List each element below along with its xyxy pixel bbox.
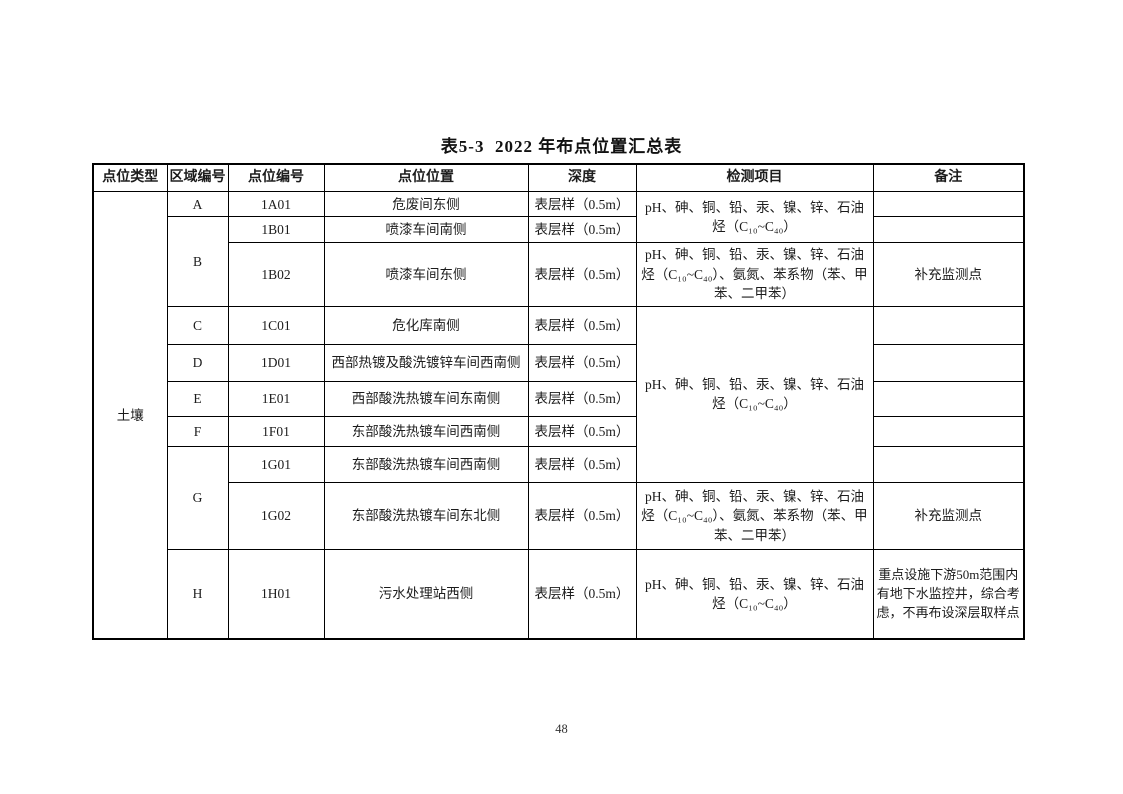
cell-detection-basic: pH、砷、铜、铅、汞、镍、锌、石油烃（C₁₀~C₄₀） <box>635 191 874 244</box>
cell-location: 喷漆车间南侧 <box>323 216 529 244</box>
cell-depth: 表层样（0.5m） <box>527 548 637 640</box>
table-row-1d01: D 1D01 西部热镀及酸洗镀锌车间西南侧 表层样（0.5m） <box>93 343 1025 382</box>
page-number: 48 <box>555 722 568 736</box>
cell-area-a: A <box>166 191 229 218</box>
cell-remark <box>872 305 1025 345</box>
cell-remark-h: 重点设施下游50m范围内有地下水监控井，综合考虑，不再布设深层取样点 <box>872 548 1025 640</box>
cell-area-h: H <box>166 548 229 640</box>
table-row-1h01: H 1H01 污水处理站西侧 表层样（0.5m） pH、砷、铜、铅、汞、镍、锌、… <box>93 548 1025 640</box>
cell-point-type: 土壤 <box>92 191 168 640</box>
cell-point-id: 1H01 <box>227 548 325 640</box>
table-row-1e01: E 1E01 西部酸洗热镀车间东南侧 表层样（0.5m） <box>93 380 1025 417</box>
col-header-remark: 备注 <box>872 163 1025 193</box>
monitoring-points-table: 点位类型 区域编号 点位编号 点位位置 深度 检测项目 备注 土壤 A 1A01… <box>92 163 1025 641</box>
cell-point-id: 1F01 <box>227 415 325 447</box>
cell-depth: 表层样（0.5m） <box>527 445 637 483</box>
cell-location: 东部酸洗热镀车间西南侧 <box>323 445 529 483</box>
cell-detection-basic: pH、砷、铜、铅、汞、镍、锌、石油烃（C₁₀~C₄₀） <box>635 305 874 483</box>
cell-location: 东部酸洗热镀车间西南侧 <box>323 415 529 447</box>
table-row-1g02: 1G02 东部酸洗热镀车间东北侧 表层样（0.5m） pH、砷、铜、铅、汞、镍、… <box>93 481 1025 550</box>
cell-depth: 表层样（0.5m） <box>527 242 637 307</box>
cell-area-d: D <box>166 343 229 382</box>
col-header-depth: 深度 <box>527 163 637 193</box>
header-row: 点位类型 区域编号 点位编号 点位位置 深度 检测项目 备注 <box>92 163 1025 193</box>
col-header-area-id: 区域编号 <box>166 163 229 193</box>
cell-depth: 表层样（0.5m） <box>527 415 637 447</box>
cell-location: 危废间东侧 <box>323 191 529 218</box>
cell-area-f: F <box>166 415 229 447</box>
cell-remark <box>872 415 1025 447</box>
table-row-1g01: G 1G01 东部酸洗热镀车间西南侧 表层样（0.5m） <box>93 445 1025 550</box>
table-row-1c01: C 1C01 危化库南侧 表层样（0.5m） pH、砷、铜、铅、汞、镍、锌、石油… <box>93 305 1025 483</box>
table-row-1a01: 土壤 A 1A01 危废间东侧 表层样（0.5m） pH、砷、铜、铅、汞、镍、锌… <box>92 191 1025 640</box>
cell-location: 东部酸洗热镀车间东北侧 <box>323 481 529 550</box>
col-header-point-id: 点位编号 <box>227 163 325 193</box>
cell-remark <box>872 380 1025 417</box>
cell-remark-supplement: 补充监测点 <box>872 481 1025 550</box>
cell-point-id: 1C01 <box>227 305 325 345</box>
cell-depth: 表层样（0.5m） <box>527 481 637 550</box>
cell-location: 污水处理站西侧 <box>323 548 529 640</box>
cell-point-id: 1G01 <box>227 445 325 483</box>
cell-location: 危化库南侧 <box>323 305 529 345</box>
cell-depth: 表层样（0.5m） <box>527 343 637 382</box>
cell-depth: 表层样（0.5m） <box>527 305 637 345</box>
cell-area-g: G <box>166 445 229 550</box>
cell-point-id: 1E01 <box>227 380 325 417</box>
cell-area-c: C <box>166 305 229 345</box>
cell-remark-supplement: 补充监测点 <box>872 242 1025 307</box>
cell-location: 喷漆车间东侧 <box>323 242 529 307</box>
cell-depth: 表层样（0.5m） <box>527 191 637 218</box>
cell-detection-extended: pH、砷、铜、铅、汞、镍、锌、石油烃（C₁₀~C₄₀）、氨氮、苯系物（苯、甲苯、… <box>635 481 874 550</box>
cell-point-id: 1A01 <box>227 191 325 218</box>
cell-remark <box>872 191 1025 218</box>
cell-point-id: 1D01 <box>227 343 325 382</box>
cell-area-b: B <box>166 216 229 307</box>
table-row-1b02: 1B02 喷漆车间东侧 表层样（0.5m） pH、砷、铜、铅、汞、镍、锌、石油烃… <box>93 242 1025 307</box>
cell-detection-extended: pH、砷、铜、铅、汞、镍、锌、石油烃（C₁₀~C₄₀）、氨氮、苯系物（苯、甲苯、… <box>635 242 874 307</box>
cell-location: 西部酸洗热镀车间东南侧 <box>323 380 529 417</box>
cell-remark <box>872 445 1025 483</box>
cell-depth: 表层样（0.5m） <box>527 216 637 244</box>
cell-remark <box>872 343 1025 382</box>
col-header-detection: 检测项目 <box>635 163 874 193</box>
table-row-1b01: B 1B01 喷漆车间南侧 表层样（0.5m） <box>93 216 1025 307</box>
cell-location: 西部热镀及酸洗镀锌车间西南侧 <box>323 343 529 382</box>
table-title: 表5-3 2022 年布点位置汇总表 <box>440 137 683 156</box>
col-header-point-type: 点位类型 <box>92 163 168 193</box>
cell-detection-basic: pH、砷、铜、铅、汞、镍、锌、石油烃（C₁₀~C₄₀） <box>635 548 874 640</box>
col-header-location: 点位位置 <box>323 163 529 193</box>
cell-area-e: E <box>166 380 229 417</box>
cell-remark <box>872 216 1025 244</box>
cell-point-id: 1G02 <box>227 481 325 550</box>
cell-point-id: 1B02 <box>227 242 325 307</box>
cell-depth: 表层样（0.5m） <box>527 380 637 417</box>
table-row-1f01: F 1F01 东部酸洗热镀车间西南侧 表层样（0.5m） <box>93 415 1025 447</box>
cell-point-id: 1B01 <box>227 216 325 244</box>
